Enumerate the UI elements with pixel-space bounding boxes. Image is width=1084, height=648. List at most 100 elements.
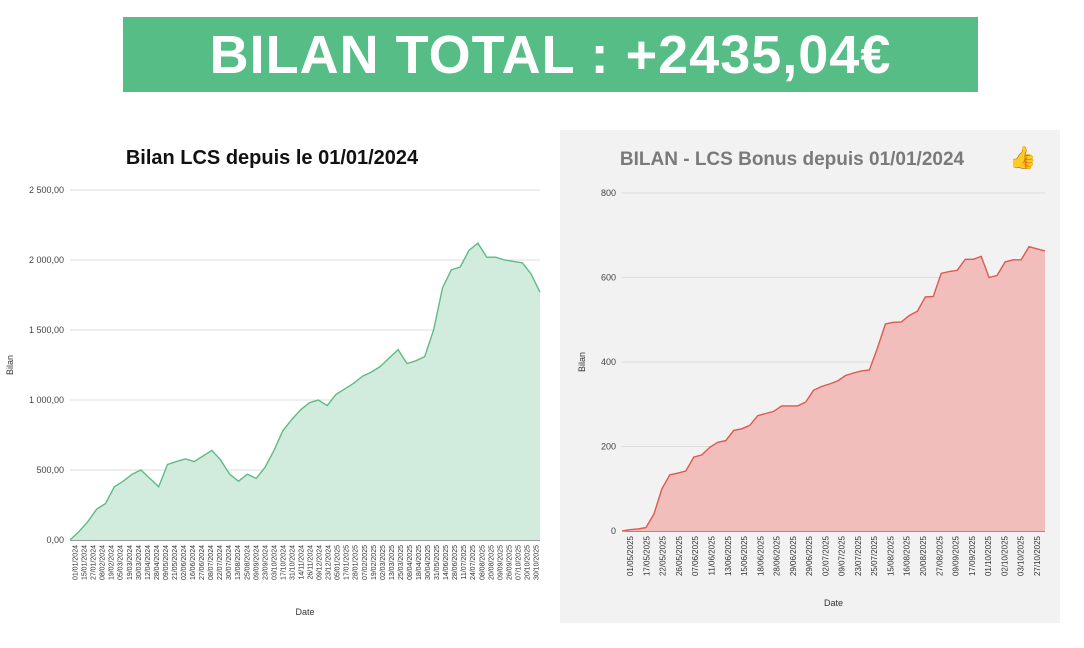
x-tick-label: 27/08/2025 [935, 535, 944, 576]
x-tick-label: 14/06/2025 [443, 545, 450, 580]
x-tick-label: 15/01/2024 [82, 545, 89, 580]
y-tick-label: 2 500,00 [29, 185, 64, 195]
x-tick-label: 09/09/2025 [497, 545, 504, 580]
x-tick-label: 19/03/2024 [127, 545, 134, 580]
x-tick-label: 01/01/2024 [73, 545, 80, 580]
y-axis-title: Bilan [5, 355, 15, 375]
x-tick-label: 20/08/2025 [919, 535, 928, 576]
x-tick-label: 17/01/2025 [344, 545, 351, 580]
x-tick-label: 09/09/2025 [952, 535, 961, 576]
total-balance-banner: BILAN TOTAL : +2435,04€ [123, 17, 978, 92]
x-tick-label: 23/12/2024 [326, 545, 333, 580]
x-tick-label: 29/06/2025 [789, 535, 798, 576]
x-tick-label: 07/02/2025 [362, 545, 369, 580]
x-tick-label: 20/08/2025 [488, 545, 495, 580]
chart-title: BILAN - LCS Bonus depuis 01/01/2024 [620, 149, 965, 170]
x-tick-label: 01/10/2025 [984, 535, 993, 576]
x-tick-label: 18/06/2025 [756, 535, 765, 576]
x-tick-label: 03/10/2024 [271, 545, 278, 580]
x-tick-label: 09/12/2024 [317, 545, 324, 580]
chart-lcs: Bilan LCS depuis le 01/01/2024 0,00 500,00… [0, 130, 560, 643]
x-tick-label: 09/05/2024 [163, 545, 170, 580]
x-tick-label: 25/08/2024 [244, 545, 251, 580]
x-tick-label: 23/07/2025 [854, 535, 863, 576]
x-tick-label: 26/05/2025 [675, 535, 684, 576]
y-tick-label: 800 [601, 188, 616, 198]
x-tick-label: 20/10/2025 [524, 545, 531, 580]
y-tick-label: 200 [601, 442, 616, 452]
y-tick-label: 1 000,00 [29, 395, 64, 405]
x-tick-label: 27/06/2024 [199, 545, 206, 580]
x-tick-label: 09/07/2025 [838, 535, 847, 576]
x-tick-label: 31/05/2025 [434, 545, 441, 580]
x-tick-label: 08/07/2024 [208, 545, 215, 580]
x-tick-label: 15/08/2025 [886, 535, 895, 576]
x-tick-label: 25/03/2025 [398, 545, 405, 580]
x-tick-label: 02/10/2025 [1000, 535, 1009, 576]
x-tick-label: 28/01/2025 [353, 545, 360, 580]
y-tick-label: 400 [601, 357, 616, 367]
x-tick-label: 02/07/2025 [821, 535, 830, 576]
x-tick-label: 12/04/2024 [145, 545, 152, 580]
y-tick-label: 0,00 [46, 535, 64, 545]
x-tick-label: 17/09/2025 [968, 535, 977, 576]
y-axis-title: Bilan [577, 352, 587, 372]
x-tick-label: 17/10/2024 [280, 545, 287, 580]
x-tick-label: 27/01/2024 [91, 545, 98, 580]
x-tick-label: 07/10/2025 [515, 545, 522, 580]
series-area [70, 243, 540, 540]
chart-panel-lcs-bonus: BILAN - LCS Bonus depuis 01/01/2024 👍 0 200… [560, 130, 1060, 623]
x-tick-label: 16/06/2024 [190, 545, 197, 580]
x-tick-label: 30/10/2025 [533, 545, 540, 580]
x-tick-label: 13/03/2025 [389, 545, 396, 580]
y-tick-label: 1 500,00 [29, 325, 64, 335]
x-tick-label: 28/06/2025 [452, 545, 459, 580]
x-tick-label: 05/03/2024 [118, 545, 125, 580]
x-axis-title: Date [295, 607, 314, 617]
x-tick-label: 17/05/2025 [642, 535, 651, 576]
x-tick-label: 13/06/2025 [724, 535, 733, 576]
x-tick-label: 08/08/2025 [479, 545, 486, 580]
y-tick-label: 500,00 [36, 465, 64, 475]
x-tick-label: 13/08/2024 [235, 545, 242, 580]
x-tick-label: 16/08/2025 [903, 535, 912, 576]
x-tick-label: 21/05/2024 [172, 545, 179, 580]
x-tick-label: 26/09/2025 [506, 545, 513, 580]
x-tick-label: 14/11/2024 [298, 545, 305, 580]
x-tick-label: 31/10/2024 [289, 545, 296, 580]
x-tick-label: 30/04/2025 [425, 545, 432, 580]
x-tick-label: 11/06/2025 [707, 535, 716, 575]
x-tick-label: 01/05/2025 [626, 535, 635, 576]
x-tick-label: 25/07/2025 [870, 535, 879, 576]
x-tick-label: 29/06/2025 [805, 535, 814, 576]
x-tick-label: 11/07/2025 [461, 545, 468, 580]
x-tick-label: 08/04/2025 [407, 545, 414, 580]
y-tick-label: 0 [611, 526, 616, 536]
y-tick-label: 2 000,00 [29, 255, 64, 265]
x-tick-label: 26/11/2024 [308, 545, 315, 580]
x-tick-label: 19/02/2025 [371, 545, 378, 580]
x-tick-label: 28/06/2025 [773, 535, 782, 576]
x-tick-label: 02/03/2025 [380, 545, 387, 580]
total-balance-text: BILAN TOTAL : +2435,04€ [210, 24, 892, 86]
thumbs-up-icon: 👍 [1009, 145, 1036, 170]
x-axis-title: Date [824, 598, 843, 608]
x-tick-label: 19/02/2024 [109, 545, 116, 580]
x-tick-label: 03/10/2025 [1017, 535, 1026, 576]
chart-panel-lcs: Bilan LCS depuis le 01/01/2024 0,00 500,00… [0, 130, 560, 643]
x-tick-label: 08/02/2024 [100, 545, 107, 580]
x-tick-label: 23/09/2024 [262, 545, 269, 580]
x-tick-label: 09/09/2024 [253, 545, 260, 580]
x-tick-label: 02/06/2024 [181, 545, 188, 580]
x-tick-label: 07/06/2025 [691, 535, 700, 576]
chart-lcs-bonus: BILAN - LCS Bonus depuis 01/01/2024 👍 0 200… [560, 130, 1060, 623]
x-tick-label: 27/10/2025 [1033, 535, 1042, 576]
chart-title: Bilan LCS depuis le 01/01/2024 [126, 147, 419, 169]
x-tick-label: 30/03/2024 [136, 545, 143, 580]
x-tick-label: 05/01/2025 [335, 545, 342, 580]
x-tick-label: 15/06/2025 [740, 535, 749, 576]
y-tick-label: 600 [601, 273, 616, 283]
x-tick-label: 22/07/2024 [217, 545, 224, 580]
x-tick-label: 22/05/2025 [659, 535, 668, 576]
x-tick-label: 18/04/2025 [416, 545, 423, 580]
